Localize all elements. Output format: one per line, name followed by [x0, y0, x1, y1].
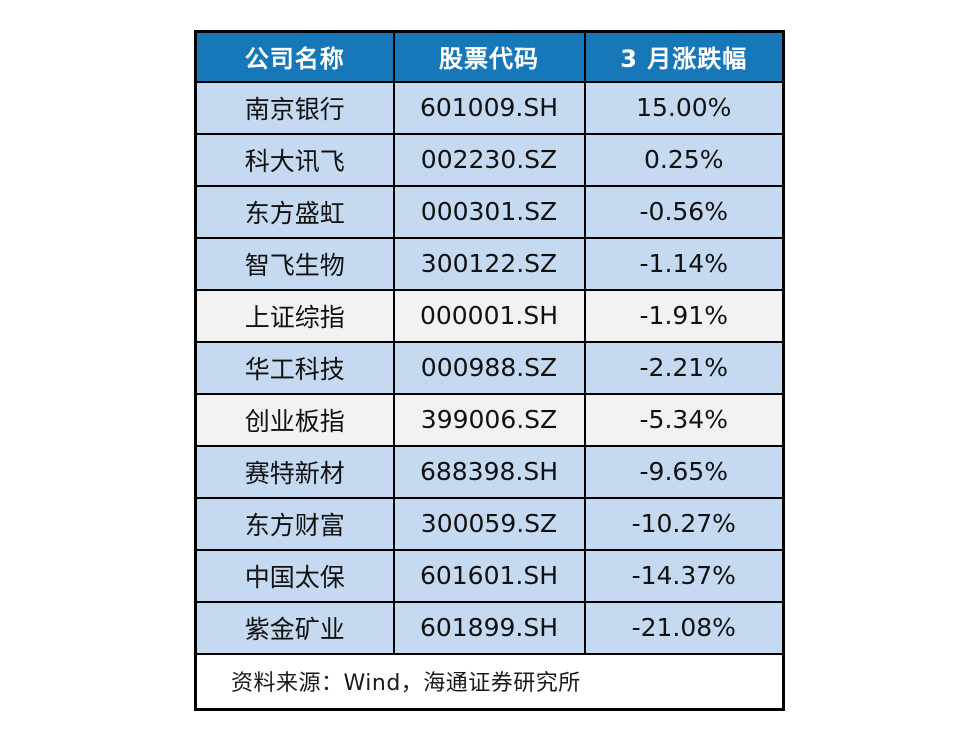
company-cell: 中国太保	[194, 548, 395, 603]
company-cell: 东方盛虹	[194, 184, 395, 239]
company-cell: 上证综指	[194, 288, 395, 343]
table-row: 南京银行 601009.SH 15.00%	[194, 80, 785, 135]
table-row: 创业板指 399006.SZ -5.34%	[194, 392, 785, 447]
code-cell: 000988.SZ	[392, 340, 586, 395]
change-cell: 15.00%	[583, 80, 785, 135]
company-cell: 华工科技	[194, 340, 395, 395]
source-note: 资料来源：Wind，海通证券研究所	[194, 652, 785, 711]
code-cell: 601899.SH	[392, 600, 586, 655]
company-cell: 科大讯飞	[194, 132, 395, 187]
code-cell: 688398.SH	[392, 444, 586, 499]
table-row: 科大讯飞 002230.SZ 0.25%	[194, 132, 785, 187]
table-body: 南京银行 601009.SH 15.00% 科大讯飞 002230.SZ 0.2…	[194, 80, 785, 655]
change-cell: -1.91%	[583, 288, 785, 343]
table-row: 紫金矿业 601899.SH -21.08%	[194, 600, 785, 655]
code-cell: 601009.SH	[392, 80, 586, 135]
table-row: 智飞生物 300122.SZ -1.14%	[194, 236, 785, 291]
company-cell: 赛特新材	[194, 444, 395, 499]
column-header-company: 公司名称	[194, 30, 395, 83]
change-cell: -14.37%	[583, 548, 785, 603]
change-cell: -1.14%	[583, 236, 785, 291]
table-row: 华工科技 000988.SZ -2.21%	[194, 340, 785, 395]
change-cell: -21.08%	[583, 600, 785, 655]
table-row: 东方盛虹 000301.SZ -0.56%	[194, 184, 785, 239]
column-header-code: 股票代码	[392, 30, 586, 83]
code-cell: 300059.SZ	[392, 496, 586, 551]
code-cell: 601601.SH	[392, 548, 586, 603]
company-cell: 紫金矿业	[194, 600, 395, 655]
change-cell: -10.27%	[583, 496, 785, 551]
table-row: 赛特新材 688398.SH -9.65%	[194, 444, 785, 499]
source-row: 资料来源：Wind，海通证券研究所	[194, 652, 785, 711]
company-cell: 南京银行	[194, 80, 395, 135]
change-cell: 0.25%	[583, 132, 785, 187]
code-cell: 300122.SZ	[392, 236, 586, 291]
code-cell: 399006.SZ	[392, 392, 586, 447]
change-cell: -2.21%	[583, 340, 785, 395]
header-row: 公司名称 股票代码 3 月涨跌幅	[194, 30, 785, 83]
table-footer: 资料来源：Wind，海通证券研究所	[194, 652, 785, 711]
code-cell: 002230.SZ	[392, 132, 586, 187]
change-cell: -0.56%	[583, 184, 785, 239]
table-row: 中国太保 601601.SH -14.37%	[194, 548, 785, 603]
code-cell: 000001.SH	[392, 288, 586, 343]
column-header-change: 3 月涨跌幅	[583, 30, 785, 83]
code-cell: 000301.SZ	[392, 184, 586, 239]
company-cell: 创业板指	[194, 392, 395, 447]
table-row: 上证综指 000001.SH -1.91%	[194, 288, 785, 343]
company-cell: 智飞生物	[194, 236, 395, 291]
change-cell: -5.34%	[583, 392, 785, 447]
company-cell: 东方财富	[194, 496, 395, 551]
change-cell: -9.65%	[583, 444, 785, 499]
table-header: 公司名称 股票代码 3 月涨跌幅	[194, 30, 785, 83]
stock-table: 公司名称 股票代码 3 月涨跌幅 南京银行 601009.SH 15.00% 科…	[194, 30, 785, 711]
table-row: 东方财富 300059.SZ -10.27%	[194, 496, 785, 551]
